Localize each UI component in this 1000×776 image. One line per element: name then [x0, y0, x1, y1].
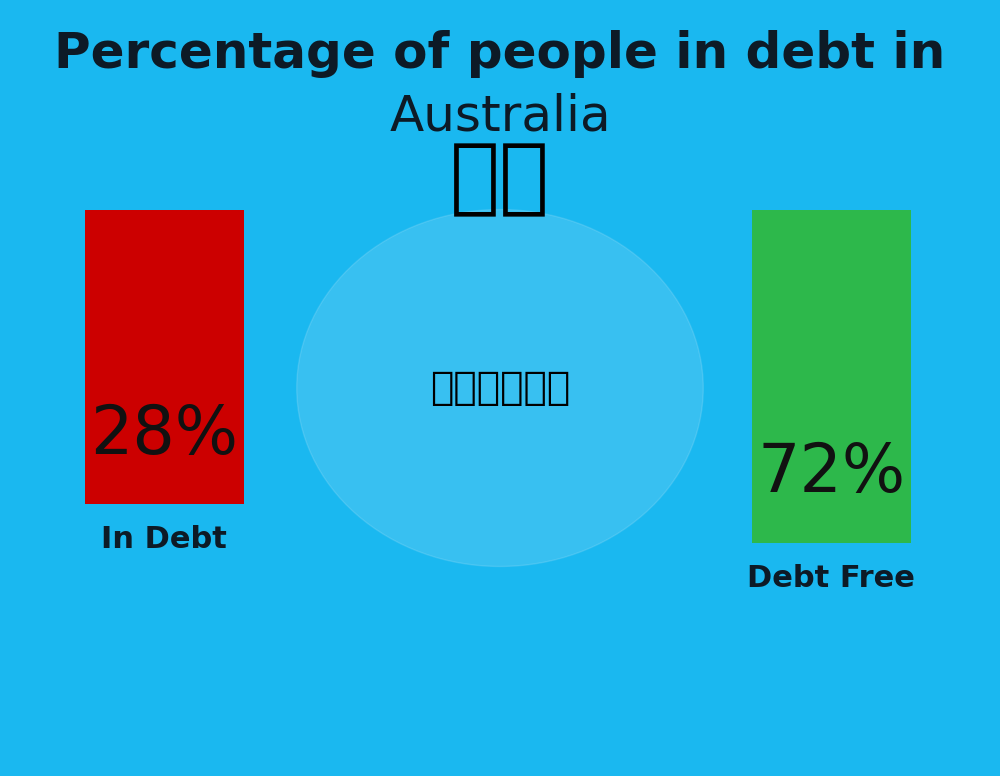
Circle shape — [297, 210, 703, 566]
FancyBboxPatch shape — [85, 210, 244, 504]
Text: 28%: 28% — [90, 401, 238, 468]
Text: Australia: Australia — [389, 92, 611, 140]
Text: In Debt: In Debt — [101, 525, 227, 554]
Text: Percentage of people in debt in: Percentage of people in debt in — [54, 30, 946, 78]
FancyBboxPatch shape — [752, 210, 911, 543]
Text: 🏦💰🏠🎓🚗💳: 🏦💰🏠🎓🚗💳 — [430, 369, 570, 407]
Text: 72%: 72% — [757, 440, 905, 507]
Text: 🇦🇺: 🇦🇺 — [450, 138, 550, 219]
Text: Debt Free: Debt Free — [747, 563, 915, 593]
